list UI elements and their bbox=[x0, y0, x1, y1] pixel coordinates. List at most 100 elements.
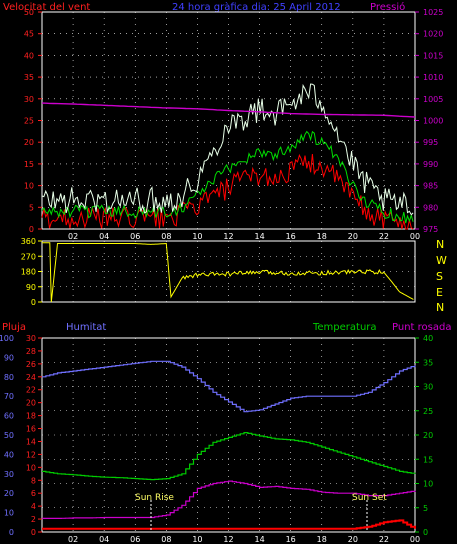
humidity-tick-label: 50 bbox=[4, 431, 14, 440]
temperature-tick-label: 0 bbox=[423, 528, 428, 537]
temperature-tick-label: 10 bbox=[423, 480, 433, 489]
humidity-tick-label: 30 bbox=[4, 470, 14, 479]
grid-lines bbox=[42, 12, 415, 532]
temperature-tick-label: 25 bbox=[423, 407, 433, 416]
humidity-tick-label: 20 bbox=[4, 489, 14, 498]
hour-label-bottom: 16 bbox=[286, 535, 296, 544]
dewpoint-series bbox=[42, 480, 416, 520]
rain-tick-label: 12 bbox=[26, 450, 36, 459]
hour-label: 10 bbox=[192, 232, 202, 241]
compass-n-bottom: N bbox=[436, 301, 444, 314]
pressure-title: Pressió bbox=[370, 1, 405, 13]
rain-tick-label: 14 bbox=[26, 437, 36, 446]
humidity-tick-label: 0 bbox=[9, 528, 14, 537]
hour-label-bottom: 08 bbox=[161, 535, 171, 544]
wind-tick-label: 10 bbox=[24, 182, 34, 191]
wind-tick-label: 0 bbox=[29, 225, 34, 234]
hour-label-bottom: 12 bbox=[223, 535, 233, 544]
pressure-series bbox=[41, 102, 416, 118]
humidity-tick-label: 100 bbox=[0, 334, 14, 343]
hour-label-bottom: 04 bbox=[99, 535, 109, 544]
direction-tick-label: 270 bbox=[21, 252, 36, 261]
humidity-tick-label: 60 bbox=[4, 412, 14, 421]
rain-tick-label: 16 bbox=[26, 425, 36, 434]
humidity-tick-label: 80 bbox=[4, 373, 14, 382]
pressure-tick-label: 1000 bbox=[423, 117, 443, 126]
temperature-tick-label: 5 bbox=[423, 504, 428, 513]
hour-label: 02 bbox=[68, 232, 78, 241]
pressure-tick-label: 985 bbox=[423, 182, 438, 191]
temperature-tick-label: 15 bbox=[423, 455, 433, 464]
rain-tick-label: 20 bbox=[26, 399, 36, 408]
date-title: 24 hora gràfica dia: 25 April 2012 bbox=[172, 1, 341, 13]
rain-tick-label: 4 bbox=[31, 502, 36, 511]
hour-label-bottom: 18 bbox=[317, 535, 327, 544]
rain-tick-label: 10 bbox=[26, 463, 36, 472]
rain-tick-label: 24 bbox=[26, 373, 36, 382]
rain-series bbox=[42, 519, 416, 530]
wind-tick-label: 20 bbox=[24, 138, 34, 147]
wind-tick-label: 35 bbox=[24, 73, 34, 82]
hour-label: 16 bbox=[286, 232, 296, 241]
hour-label: 08 bbox=[161, 232, 171, 241]
hour-label-bottom: 22 bbox=[379, 535, 389, 544]
direction-tick-label: 90 bbox=[26, 283, 36, 292]
wind-tick-label: 40 bbox=[24, 51, 34, 60]
sunrise-label: Sun Rise bbox=[135, 493, 174, 503]
hour-label-bottom: 02 bbox=[68, 535, 78, 544]
wind-average-series bbox=[41, 130, 414, 224]
hour-label: 22 bbox=[379, 232, 389, 241]
pressure-tick-label: 975 bbox=[423, 225, 438, 234]
sunset-label: Sun Set bbox=[352, 493, 387, 503]
pressure-tick-label: 980 bbox=[423, 203, 438, 212]
wind-gust-series bbox=[41, 153, 414, 230]
pressure-tick-label: 990 bbox=[423, 160, 438, 169]
wind-tick-label: 5 bbox=[29, 203, 34, 212]
hour-label: 12 bbox=[223, 232, 233, 241]
rain-tick-label: 22 bbox=[26, 386, 36, 395]
wind-title: Velocitat del vent bbox=[3, 2, 90, 13]
humidity-tick-label: 70 bbox=[4, 392, 14, 401]
humidity-tick-label: 40 bbox=[4, 450, 14, 459]
plot-series bbox=[41, 83, 416, 530]
rain-tick-label: 18 bbox=[26, 412, 36, 421]
compass-e: E bbox=[436, 286, 443, 299]
humidity-tick-label: 90 bbox=[4, 353, 14, 362]
pressure-tick-label: 1020 bbox=[423, 30, 443, 39]
hour-label: 04 bbox=[99, 232, 109, 241]
hour-label: 00 bbox=[410, 232, 420, 241]
wind-tick-label: 25 bbox=[24, 117, 34, 126]
rain-tick-label: 26 bbox=[26, 360, 36, 369]
wind-tick-label: 45 bbox=[24, 30, 34, 39]
pressure-tick-label: 995 bbox=[423, 138, 438, 147]
humidity-label: Humitat bbox=[66, 322, 106, 333]
hour-label: 06 bbox=[130, 232, 140, 241]
dewpoint-label: Punt rosada bbox=[392, 322, 451, 333]
humidity-series bbox=[42, 360, 416, 413]
direction-series bbox=[42, 242, 414, 303]
pressure-tick-label: 1005 bbox=[423, 95, 443, 104]
hour-label-bottom: 10 bbox=[192, 535, 202, 544]
wind-tick-label: 15 bbox=[24, 160, 34, 169]
compass-s: S bbox=[436, 270, 443, 283]
axis-ticks: 0510152025303540455097598098599099510001… bbox=[0, 8, 443, 544]
temperature-tick-label: 35 bbox=[423, 358, 433, 367]
direction-tick-label: 0 bbox=[31, 298, 36, 307]
rain-tick-label: 28 bbox=[26, 347, 36, 356]
hour-label-bottom: 00 bbox=[410, 535, 420, 544]
rain-tick-label: 2 bbox=[31, 515, 36, 524]
rain-tick-label: 30 bbox=[26, 334, 36, 343]
compass-n-top: N bbox=[436, 238, 444, 251]
pressure-tick-label: 1010 bbox=[423, 73, 443, 82]
humidity-tick-label: 10 bbox=[4, 509, 14, 518]
rain-tick-label: 6 bbox=[31, 489, 36, 498]
wind-tick-label: 50 bbox=[24, 8, 34, 17]
hour-label-bottom: 20 bbox=[348, 535, 358, 544]
rain-tick-label: 8 bbox=[31, 476, 36, 485]
hour-label: 14 bbox=[254, 232, 264, 241]
hour-label-bottom: 06 bbox=[130, 535, 140, 544]
temperature-series bbox=[42, 432, 416, 481]
rain-label: Pluja bbox=[2, 322, 26, 333]
direction-tick-label: 180 bbox=[21, 268, 36, 277]
